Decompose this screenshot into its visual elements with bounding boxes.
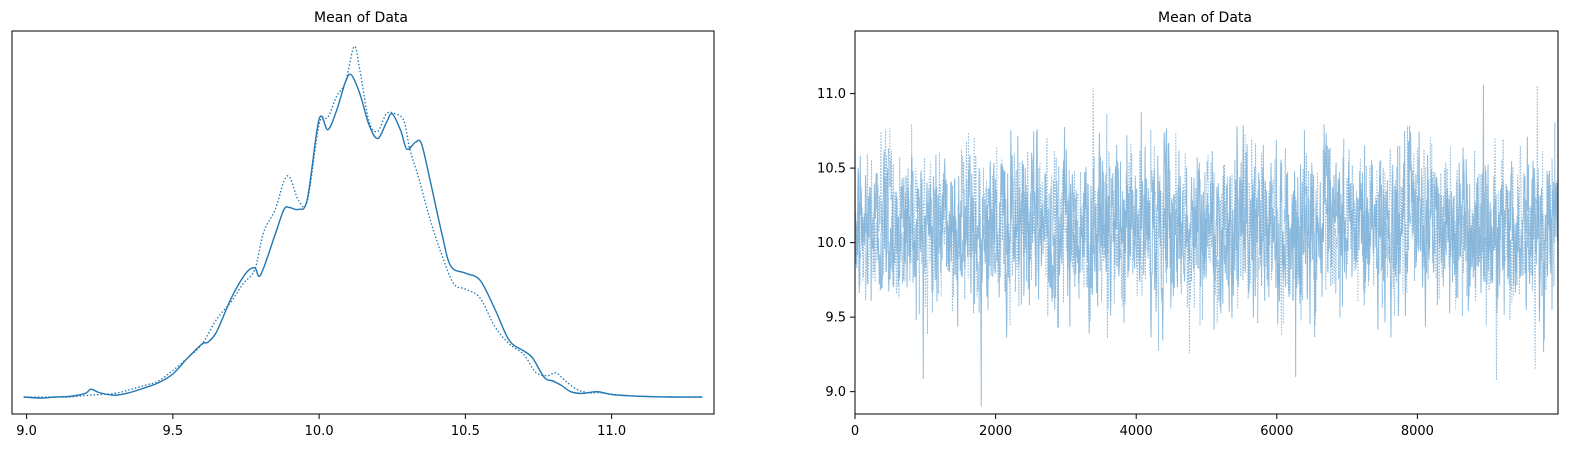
density-x-ticks: 9.0 9.5 10.0 10.5 11.0 xyxy=(16,414,626,439)
density-lines xyxy=(23,45,703,399)
trace-x-tick-label: 4000 xyxy=(1120,424,1153,439)
trace-x-ticks: 0 2000 4000 6000 8000 xyxy=(851,414,1434,439)
trace-line-dotted xyxy=(854,85,1559,381)
trace-x-tick-label: 2000 xyxy=(979,424,1012,439)
density-x-tick-label: 9.0 xyxy=(16,424,37,439)
trace-y-ticks: 9.0 9.5 10.0 10.5 11.0 xyxy=(817,87,855,400)
density-x-tick-label: 11.0 xyxy=(597,424,626,439)
trace-x-tick-label: 6000 xyxy=(1260,424,1293,439)
trace-lines xyxy=(854,84,1559,407)
trace-y-tick-label: 10.0 xyxy=(817,236,846,251)
trace-y-tick-label: 9.0 xyxy=(825,385,846,400)
trace-title: Mean of Data xyxy=(1158,10,1252,26)
trace-y-tick-label: 11.0 xyxy=(817,87,846,102)
trace-x-tick-label: 8000 xyxy=(1401,424,1434,439)
density-line-dotted xyxy=(23,45,703,398)
density-panel: Mean of Data 9.0 9.5 10.0 10.5 11.0 xyxy=(11,10,715,439)
density-x-tick-label: 9.5 xyxy=(163,424,184,439)
density-x-tick-label: 10.0 xyxy=(305,424,334,439)
trace-panel: Mean of Data 0 2000 4000 6000 8000 9.0 9.5 10.… xyxy=(817,10,1559,439)
density-title: Mean of Data xyxy=(314,10,408,26)
trace-y-tick-label: 9.5 xyxy=(825,311,846,326)
trace-axes-frame xyxy=(854,30,1559,415)
trace-y-tick-label: 10.5 xyxy=(817,162,846,177)
density-line-solid xyxy=(23,73,703,399)
density-axes-frame xyxy=(11,30,715,415)
trace-x-tick-label: 0 xyxy=(851,424,859,439)
density-x-tick-label: 10.5 xyxy=(451,424,480,439)
